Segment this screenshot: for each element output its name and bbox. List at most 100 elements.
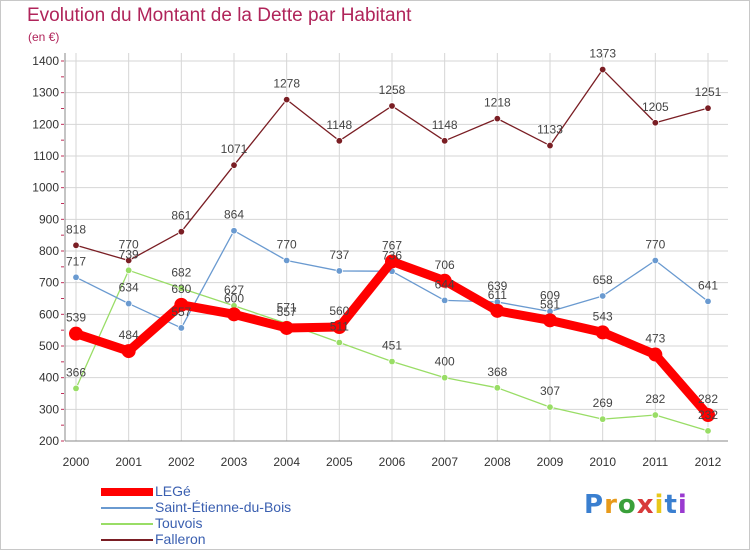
data-point	[72, 273, 80, 281]
data-label: 1148	[432, 118, 458, 132]
data-point	[651, 119, 660, 127]
logo-letter: i	[654, 490, 665, 520]
data-point	[124, 299, 133, 308]
data-point	[598, 65, 607, 74]
data-point	[124, 256, 133, 265]
data-point	[282, 95, 291, 104]
data-point	[546, 141, 554, 150]
x-tick-label: 2007	[431, 455, 458, 469]
data-point	[279, 320, 294, 335]
y-tick-label: 1100	[33, 149, 59, 163]
y-tick-label: 1000	[32, 181, 59, 195]
data-label: 706	[435, 258, 455, 272]
data-label: 366	[66, 365, 86, 379]
data-point	[546, 403, 554, 411]
data-point	[230, 161, 238, 169]
data-point	[651, 411, 660, 419]
data-point	[648, 347, 663, 362]
legend-item: LEGé	[101, 483, 361, 500]
data-label: 400	[435, 355, 455, 369]
data-label: 1251	[695, 85, 722, 99]
data-point	[121, 344, 136, 359]
data-point	[704, 427, 712, 435]
x-tick-label: 2006	[379, 455, 406, 469]
data-label: 1133	[537, 123, 563, 137]
logo-letter: t	[664, 490, 678, 520]
data-point	[704, 104, 712, 112]
data-label: 1205	[642, 100, 669, 114]
data-point	[543, 313, 557, 328]
data-label: 511	[330, 320, 349, 334]
y-tick-label: 1200	[32, 117, 59, 131]
data-point	[440, 137, 449, 145]
data-point	[651, 256, 660, 265]
chart-title: Evolution du Montant de la Dette par Hab…	[27, 5, 412, 26]
x-tick-label: 2000	[63, 455, 90, 469]
data-label: 658	[593, 273, 613, 287]
y-tick-label: 1300	[32, 86, 59, 100]
data-label: 232	[698, 408, 718, 422]
data-point	[598, 415, 607, 423]
data-label: 282	[698, 392, 718, 406]
data-label: 307	[540, 384, 560, 398]
data-point	[388, 357, 396, 366]
logo-letter: o	[617, 490, 637, 520]
data-label: 864	[224, 208, 244, 222]
data-point	[437, 273, 452, 288]
legend-label: Touvois	[155, 515, 203, 531]
data-label: 484	[119, 328, 139, 342]
data-label: 269	[593, 396, 613, 410]
data-point	[701, 408, 715, 423]
legend-item: Touvois	[101, 515, 361, 532]
data-point	[598, 292, 607, 300]
data-point	[440, 296, 449, 305]
data-point	[72, 241, 80, 249]
data-point	[704, 297, 712, 306]
x-tick-label: 2009	[537, 455, 564, 469]
y-tick-label: 300	[39, 402, 59, 416]
data-label: 770	[277, 238, 297, 252]
logo-letter: r	[604, 490, 618, 520]
data-point	[177, 324, 186, 332]
data-label: 557	[171, 305, 191, 319]
y-tick-label: 1400	[32, 54, 59, 68]
data-label: 473	[645, 332, 665, 346]
data-label: 634	[119, 281, 139, 295]
data-point	[177, 284, 186, 293]
data-label: 639	[487, 279, 507, 293]
data-label: 560	[329, 304, 349, 318]
data-label: 1218	[484, 96, 511, 110]
data-label: 1373	[589, 47, 616, 61]
x-tick-label: 2008	[484, 455, 511, 469]
data-label: 739	[119, 247, 139, 261]
data-label: 630	[171, 282, 191, 296]
data-point	[230, 227, 238, 235]
x-tick-label: 2003	[221, 455, 248, 469]
data-point	[177, 227, 186, 236]
data-label: 644	[435, 277, 455, 291]
data-point	[69, 326, 83, 341]
data-point	[490, 303, 505, 318]
data-label: 557	[277, 305, 297, 319]
y-tick-label: 900	[39, 212, 59, 226]
data-point	[335, 137, 344, 145]
y-tick-label: 200	[39, 434, 59, 448]
data-label: 770	[645, 238, 665, 252]
data-point	[440, 373, 449, 382]
data-label: 282	[645, 392, 665, 406]
data-label: 1258	[379, 83, 406, 97]
data-label: 767	[382, 238, 402, 252]
data-point	[227, 307, 241, 322]
y-tick-label: 500	[39, 339, 59, 353]
legend-swatch	[101, 539, 153, 541]
data-label: 611	[488, 288, 507, 302]
data-label: 451	[382, 339, 402, 353]
y-tick-label: 400	[39, 371, 59, 385]
data-label: 737	[329, 248, 349, 262]
data-label: 736	[382, 248, 402, 262]
data-label: 682	[171, 265, 191, 279]
data-point	[493, 114, 502, 123]
legend-item: Saint-Étienne-du-Bois	[101, 499, 361, 516]
data-label: 543	[593, 309, 613, 323]
